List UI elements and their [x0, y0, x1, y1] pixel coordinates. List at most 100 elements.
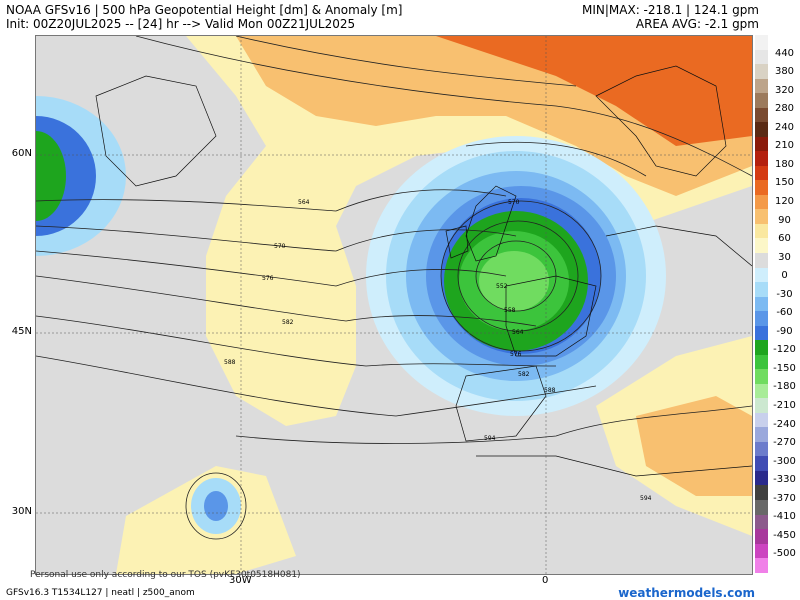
min-max-readout: MIN|MAX: -218.1 | 124.1 gpm — [582, 3, 759, 17]
colorbar-label: 60 — [778, 233, 791, 245]
colorbar-label: 440 — [774, 47, 795, 59]
anomaly-map: 564 570 576 582 588 552 558 564 570 576 … — [0, 35, 753, 575]
colorbar-swatch — [755, 470, 768, 486]
lon-label-0: 0 — [542, 575, 549, 586]
colorbar-label: 380 — [774, 66, 795, 78]
contour-label: 558 — [504, 307, 516, 314]
colorbar-swatch — [755, 340, 768, 355]
colorbar-label: -410 — [773, 511, 796, 523]
colorbar-swatch — [755, 529, 768, 544]
area-average-readout: AREA AVG: -2.1 gpm — [635, 17, 759, 31]
positive-anomaly-africa-mid — [636, 396, 752, 496]
colorbar-swatch — [755, 252, 768, 268]
colorbar-label: -500 — [773, 548, 796, 560]
colorbar-label: 210 — [774, 140, 795, 152]
colorbar-swatch — [755, 427, 768, 442]
colorbar-swatch — [755, 267, 768, 283]
contour-label: 552 — [496, 283, 508, 290]
colorbar-swatch — [755, 122, 768, 137]
colorbar-label: -210 — [773, 400, 796, 412]
contour-label: 588 — [544, 387, 556, 394]
colorbar-label: -120 — [773, 344, 796, 356]
colorbar-swatch — [755, 223, 768, 239]
contour-label: 564 — [298, 199, 310, 206]
contour-label: 582 — [282, 319, 294, 326]
positive-anomaly-strong — [436, 36, 752, 146]
colorbar-label: 0 — [781, 270, 788, 282]
colorbar-swatch — [755, 136, 768, 152]
contour-label: 594 — [640, 495, 652, 502]
colorbar-swatch — [755, 238, 768, 253]
lat-label-45n: 45N — [11, 326, 32, 337]
colorbar-label: 150 — [774, 177, 795, 189]
map-title: NOAA GFSv16 | 500 hPa Geopotential Heigh… — [6, 3, 403, 17]
negative-anomaly-center — [479, 251, 549, 311]
height-contours — [35, 35, 753, 540]
cutoff-low-core — [204, 491, 228, 521]
colorbar-swatch — [755, 441, 768, 457]
france-outline — [505, 275, 597, 357]
colorbar-label: -60 — [776, 307, 793, 319]
contour-label: 588 — [224, 359, 236, 366]
colorbar-label: -180 — [773, 381, 796, 393]
colorbar-swatch — [755, 369, 768, 384]
colorbar-swatch — [755, 209, 768, 224]
colorbar-swatch — [755, 543, 768, 559]
colorbar-swatch — [755, 558, 768, 573]
colorbar-swatch — [755, 325, 768, 341]
colorbar-label: 320 — [774, 84, 795, 96]
colorbar-label: -30 — [776, 288, 793, 300]
model-info: GFSv16.3 T1534L127 | neatl | z500_anom — [6, 588, 195, 598]
colorbar-swatch — [755, 500, 768, 515]
greenland-outline — [95, 75, 217, 187]
colorbar-swatch — [755, 296, 768, 312]
iberia-outline — [455, 365, 547, 442]
colorbar-swatch — [755, 311, 768, 326]
colorbar-swatch — [755, 78, 768, 94]
colorbar-label: -240 — [773, 418, 796, 430]
colorbar-swatch — [755, 107, 768, 123]
colorbar-label: -370 — [773, 492, 796, 504]
colorbar-label: -270 — [773, 437, 796, 449]
colorbar-label: -150 — [773, 362, 796, 374]
contour-label: 570 — [274, 243, 286, 250]
colorbar-swatch — [755, 514, 768, 530]
colorbar-label: 280 — [774, 103, 795, 115]
init-valid-time: Init: 00Z20JUL2025 -- [24] hr --> Valid … — [6, 17, 356, 31]
site-link[interactable]: weathermodels.com — [618, 586, 755, 600]
colorbar-label: 90 — [778, 214, 791, 226]
colorbar-swatch — [755, 412, 768, 428]
colorbar-label: 30 — [778, 251, 791, 263]
colorbar-swatch — [755, 165, 768, 181]
colorbar-swatch — [755, 93, 768, 108]
lat-label-30n: 30N — [11, 506, 32, 517]
contour-label: 582 — [518, 371, 530, 378]
colorbar-label: -90 — [776, 325, 793, 337]
colorbar-swatch — [755, 282, 768, 297]
colorbar-swatch — [755, 383, 768, 399]
lat-lon-grid — [36, 36, 752, 574]
colorbar-label: -450 — [773, 529, 796, 541]
colorbar-swatch — [755, 354, 768, 370]
terms-notice: Personal use only according to our TOS (… — [30, 570, 301, 580]
lon-label-30w: 30W — [229, 575, 252, 586]
colorbar-swatch — [755, 64, 768, 79]
contour-label: 564 — [512, 329, 524, 336]
colorbar-swatch — [755, 180, 768, 195]
great-britain-outline — [465, 185, 517, 262]
colorbar-swatch — [755, 49, 768, 65]
colorbar-swatch — [755, 456, 768, 471]
colorbar-label: -330 — [773, 474, 796, 486]
colorbar-swatch — [755, 35, 768, 50]
colorbar-swatch — [755, 194, 768, 210]
colorbar-swatch — [755, 151, 768, 166]
colorbar-label: 120 — [774, 195, 795, 207]
anomaly-colorbar — [755, 35, 768, 573]
lat-label-60n: 60N — [11, 148, 32, 159]
colorbar-swatch — [755, 398, 768, 413]
ireland-outline — [445, 225, 469, 259]
colorbar-label: 180 — [774, 158, 795, 170]
anomaly-map-svg: 564 570 576 582 588 552 558 564 570 576 … — [0, 35, 753, 574]
contour-label: 576 — [262, 275, 274, 282]
colorbar-label: 240 — [774, 121, 795, 133]
